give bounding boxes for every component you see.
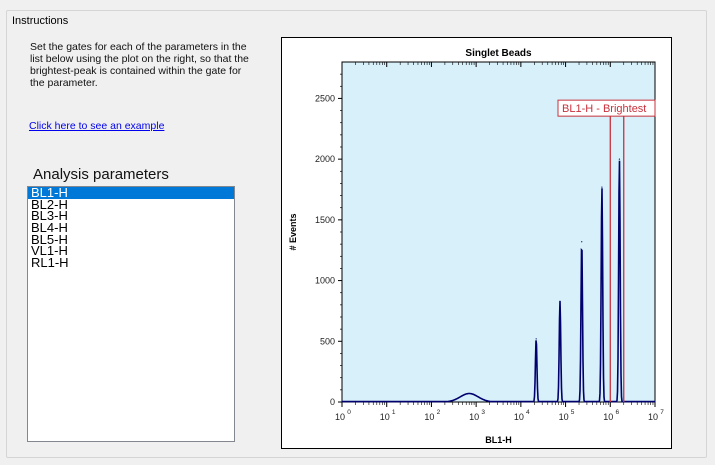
peak-point bbox=[581, 241, 583, 243]
x-tick-exponent: 1 bbox=[392, 409, 396, 416]
analysis-parameters-label: Analysis parameters bbox=[33, 166, 169, 183]
x-tick-label: 10 bbox=[424, 412, 434, 422]
peak-point bbox=[535, 338, 537, 340]
instructions-text: Set the gates for each of the parameters… bbox=[30, 41, 249, 89]
y-tick-label: 2000 bbox=[315, 154, 335, 164]
parameter-item-rl1-h[interactable]: RL1-H bbox=[31, 255, 69, 271]
x-tick-exponent: 6 bbox=[615, 409, 619, 416]
y-tick-label: 0 bbox=[330, 397, 335, 407]
parameter-item-bl5-h[interactable]: BL5-H bbox=[31, 231, 68, 247]
parameter-item-bl3-h[interactable]: BL3-H bbox=[31, 208, 68, 224]
parameter-item-vl1-h[interactable]: VL1-H bbox=[31, 243, 68, 259]
x-tick-exponent: 4 bbox=[526, 409, 530, 416]
y-axis-label: # Events bbox=[288, 213, 298, 250]
x-tick-label: 10 bbox=[648, 412, 658, 422]
x-tick-exponent: 3 bbox=[481, 409, 485, 416]
gate-label-box bbox=[557, 99, 656, 117]
x-tick-exponent: 7 bbox=[660, 409, 664, 416]
parameter-item-bl1-h[interactable]: BL1-H bbox=[28, 186, 234, 199]
y-tick-label: 500 bbox=[320, 336, 335, 346]
peak-point bbox=[559, 300, 561, 302]
instructions-groupbox: Instructions bbox=[6, 10, 707, 458]
histogram-line bbox=[342, 160, 655, 403]
example-link[interactable]: Click here to see an example bbox=[29, 120, 165, 132]
parameter-item-bl2-h[interactable]: BL2-H bbox=[31, 196, 68, 212]
peak-point bbox=[618, 158, 621, 160]
x-tick-label: 10 bbox=[469, 412, 479, 422]
peak-point bbox=[601, 186, 603, 188]
x-tick-label: 10 bbox=[603, 412, 613, 422]
chart-title: Singlet Beads bbox=[465, 48, 532, 59]
x-tick-label: 10 bbox=[380, 412, 390, 422]
parameter-item-bl4-h[interactable]: BL4-H bbox=[31, 220, 68, 236]
x-tick-label: 10 bbox=[335, 412, 345, 422]
x-tick-label: 10 bbox=[514, 412, 524, 422]
peak-point bbox=[468, 392, 470, 395]
y-tick-label: 1500 bbox=[315, 215, 335, 225]
histogram-plot[interactable]: Singlet Beads BL1-H # Events 0 500 1000 1500 20… bbox=[281, 37, 672, 449]
x-tick-exponent: 0 bbox=[347, 409, 351, 416]
x-tick-exponent: 2 bbox=[437, 409, 441, 416]
group-title: Instructions bbox=[10, 15, 71, 27]
analysis-parameters-list[interactable]: BL1-H BL2-H BL3-H BL4-H BL5-H VL1-H RL1-H bbox=[27, 186, 235, 442]
gate-label: BL1-H - Brightest bbox=[562, 103, 646, 115]
y-tick-label: 1000 bbox=[315, 276, 335, 286]
x-tick-exponent: 5 bbox=[571, 409, 575, 416]
x-tick-label: 10 bbox=[559, 412, 569, 422]
y-tick-label: 2500 bbox=[315, 93, 335, 103]
x-axis-label: BL1-H bbox=[485, 435, 512, 445]
